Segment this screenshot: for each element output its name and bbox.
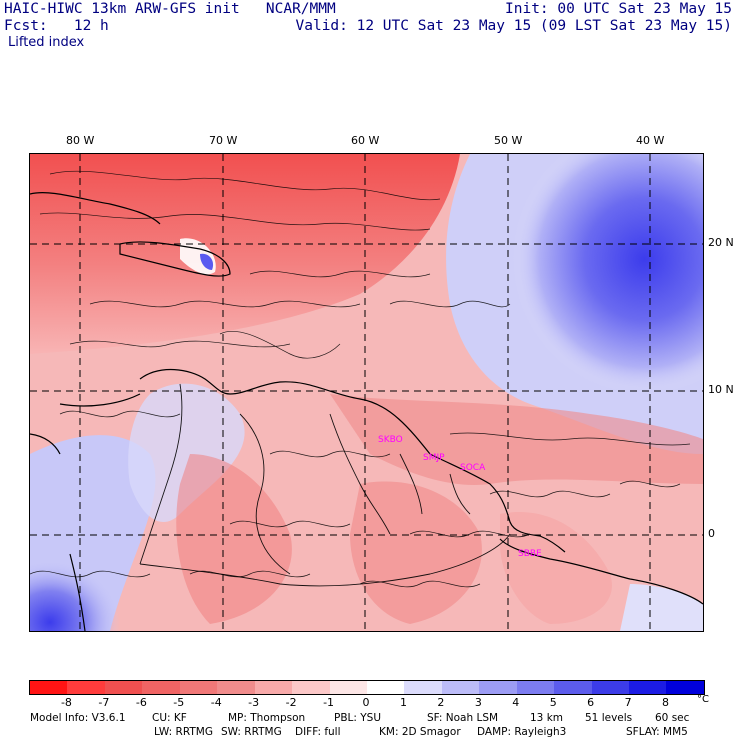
colorbar-tick-label: 6 [587, 696, 595, 709]
colorbar-unit: °C [697, 694, 709, 705]
colorbar-swatch [142, 681, 180, 694]
colorbar-tick-label: 7 [624, 696, 632, 709]
footer-damp: DAMP: Rayleigh3 [477, 726, 567, 738]
colorbar-swatch [366, 681, 405, 694]
footer-lw: LW: RRTMG [154, 726, 213, 738]
colorbar-swatch [479, 681, 517, 694]
field-name: Lifted index [8, 35, 85, 50]
colorbar-swatch [67, 681, 105, 694]
lifted-index-map: SKBO SMJP SOCA SBBE [30, 154, 703, 631]
colorbar-tick-label: -2 [285, 696, 297, 709]
footer-resolution: 13 km [530, 712, 564, 724]
unstable-region-caribbean [30, 154, 460, 354]
lon-label-80w: 80 W [66, 134, 95, 147]
colorbar-swatch [404, 681, 442, 694]
colorbar-tick-label: 0 [362, 696, 370, 709]
colorbar-swatch [217, 681, 255, 694]
footer-diff: DIFF: full [295, 726, 341, 738]
colorbar-swatch [666, 681, 704, 694]
colorbar-tick-label: 2 [437, 696, 445, 709]
site-label-skbo: SKBO [378, 435, 403, 445]
valid-time: Valid: 12 UTC Sat 23 May 15 (09 LST Sat … [295, 18, 733, 34]
map-panel: SKBO SMJP SOCA SBBE [29, 153, 704, 632]
forecast-hour: Fcst: 12 h [4, 18, 109, 34]
site-label-sbbe: SBBE [518, 549, 542, 559]
footer-km: KM: 2D Smagor [379, 726, 461, 738]
footer-sflay: SFLAY: MM5 [626, 726, 688, 738]
colorbar-swatch [292, 681, 330, 694]
lat-label-20n: 20 N [708, 236, 734, 249]
colorbar-tick-label: 8 [662, 696, 670, 709]
footer-pbl: PBL: YSU [334, 712, 382, 724]
lat-label-10n: 10 N [708, 383, 734, 396]
colorbar-tick-label: -4 [210, 696, 222, 709]
footer-cu: CU: KF [152, 712, 187, 724]
footer-model-info: Model Info: V3.6.1 [30, 712, 126, 724]
footer-timestep: 60 sec [655, 712, 690, 724]
footer-levels: 51 levels [585, 712, 633, 724]
country-borders [139, 383, 511, 587]
lon-label-60w: 60 W [351, 134, 380, 147]
colorbar-tick-label: 4 [512, 696, 520, 709]
colorbar-swatch [104, 681, 143, 694]
colorbar-tick-label: -8 [60, 696, 72, 709]
colorbar-tick-label: 1 [399, 696, 407, 709]
colorbar-tick-label: 5 [549, 696, 557, 709]
colorbar-tick-label: 3 [474, 696, 482, 709]
colorbar-swatch [629, 681, 667, 694]
colorbar-tick-label: -1 [323, 696, 335, 709]
colorbar-swatch [441, 681, 480, 694]
colorbar-tick-label: -3 [248, 696, 260, 709]
colorbar-tick-label: -6 [135, 696, 147, 709]
colorbar-tick-label: -7 [98, 696, 110, 709]
colorbar-swatch [591, 681, 629, 694]
site-label-smjp: SMJP [423, 453, 445, 463]
lon-label-40w: 40 W [636, 134, 665, 147]
plot-title: HAIC-HIWC 13km ARW-GFS init NCAR/MMM [4, 1, 336, 17]
site-label-soca: SOCA [460, 463, 486, 473]
init-time: Init: 00 UTC Sat 23 May 15 [505, 1, 732, 17]
colorbar-swatch [554, 681, 592, 694]
colorbar [29, 680, 705, 695]
lat-label-eq: 0 [708, 527, 715, 540]
footer-mp: MP: Thompson [228, 712, 306, 724]
colorbar-swatch [516, 681, 555, 694]
lon-label-50w: 50 W [494, 134, 523, 147]
lat-lon-grid [30, 154, 703, 631]
colorbar-swatch [329, 681, 367, 694]
colorbar-swatch [179, 681, 218, 694]
footer-sf: SF: Noah LSM [427, 712, 499, 724]
lon-label-70w: 70 W [209, 134, 238, 147]
footer-sw: SW: RRTMG [221, 726, 282, 738]
colorbar-tick-label: -5 [173, 696, 185, 709]
colorbar-swatch [30, 681, 68, 694]
colorbar-swatch [254, 681, 293, 694]
